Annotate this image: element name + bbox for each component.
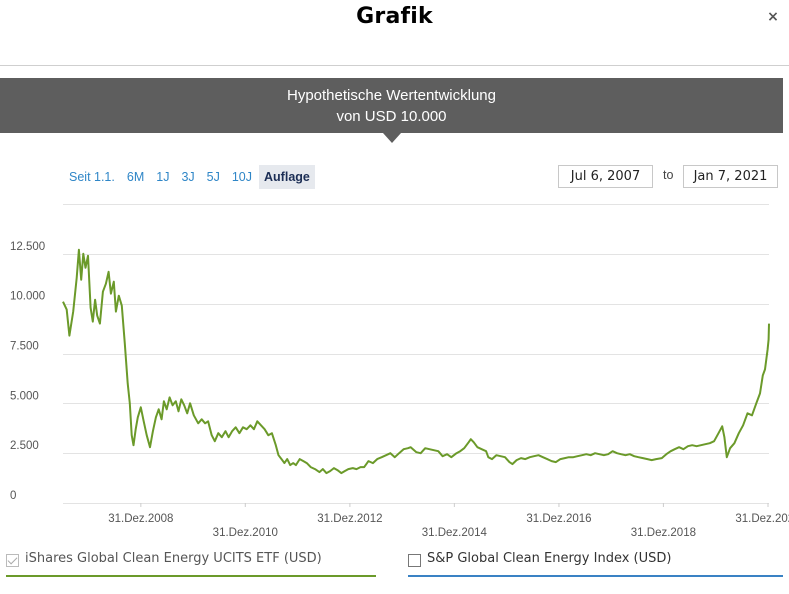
range-button-6m[interactable]: 6M bbox=[126, 170, 145, 184]
x-tick-label: 31.Dez.2020 bbox=[735, 513, 789, 525]
x-tick-label: 31.Dez.2014 bbox=[422, 527, 488, 539]
x-tick-label: 31.Dez.2008 bbox=[108, 513, 173, 525]
range-button-1y[interactable]: 1J bbox=[156, 170, 170, 184]
date-separator: to bbox=[663, 168, 674, 182]
range-button-ytd[interactable]: Seit 1.1. bbox=[69, 170, 115, 184]
y-tick-label: 7.500 bbox=[10, 341, 39, 353]
x-tick-label: 31.Dez.2012 bbox=[317, 513, 382, 525]
y-tick-label: 10.000 bbox=[10, 291, 45, 303]
x-tick-label: 31.Dez.2016 bbox=[526, 513, 591, 525]
x-tick-label: 31.Dez.2010 bbox=[213, 527, 278, 539]
banner-pointer bbox=[383, 133, 401, 143]
series-line-ishares bbox=[62, 248, 770, 475]
date-from-input[interactable]: Jul 6, 2007 bbox=[558, 165, 653, 188]
series-layer bbox=[62, 248, 770, 475]
range-button-inception[interactable]: Auflage bbox=[259, 165, 315, 189]
y-tick-label: 2.500 bbox=[10, 440, 39, 452]
close-icon[interactable]: × bbox=[767, 9, 779, 25]
grid-lines bbox=[63, 204, 769, 504]
legend-checkbox-sp-index[interactable] bbox=[408, 554, 421, 567]
range-button-10y[interactable]: 10J bbox=[231, 170, 253, 184]
header-divider bbox=[0, 65, 789, 66]
y-axis-ticks: 0 2.500 5.000 7.500 10.000 12.500 bbox=[10, 241, 45, 502]
range-button-5y[interactable]: 5J bbox=[206, 170, 220, 184]
legend-checkbox-ishares[interactable] bbox=[6, 554, 19, 567]
x-tick-label: 31.Dez.2018 bbox=[631, 527, 696, 539]
legend-item-sp-index[interactable]: S&P Global Clean Energy Index (USD) bbox=[408, 551, 783, 577]
y-tick-label: 5.000 bbox=[10, 390, 39, 402]
y-tick-label: 0 bbox=[10, 490, 16, 502]
banner-title: Hypothetische Wertentwicklung bbox=[287, 87, 496, 104]
banner-subtitle: von USD 10.000 bbox=[336, 108, 447, 125]
y-tick-label: 12.500 bbox=[10, 241, 45, 253]
date-to-input[interactable]: Jan 7, 2021 bbox=[683, 165, 778, 188]
range-button-3y[interactable]: 3J bbox=[181, 170, 195, 184]
performance-banner: Hypothetische Wertentwicklung von USD 10… bbox=[0, 78, 783, 133]
range-selector: Seit 1.1. 6M 1J 3J 5J 10J Auflage bbox=[64, 164, 317, 190]
legend-item-ishares[interactable]: iShares Global Clean Energy UCITS ETF (U… bbox=[6, 551, 376, 577]
performance-chart: 0 2.500 5.000 7.500 10.000 12.500 31.Dez.2008… bbox=[10, 204, 789, 539]
dialog-title: Grafik bbox=[356, 4, 433, 29]
legend-label-ishares: iShares Global Clean Energy UCITS ETF (U… bbox=[25, 551, 322, 566]
x-axis-ticks: 31.Dez.2008 31.Dez.2010 31.Dez.2012 31.Dez.… bbox=[108, 503, 789, 539]
legend-label-sp-index: S&P Global Clean Energy Index (USD) bbox=[427, 551, 672, 566]
